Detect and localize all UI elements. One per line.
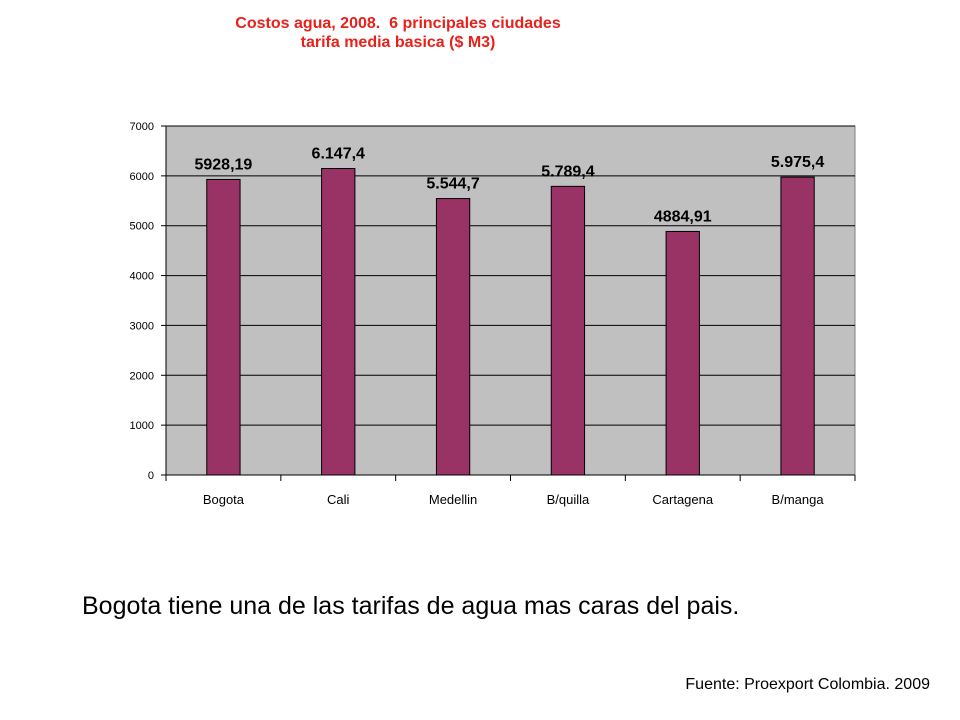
x-tick-label: Medellin (429, 492, 477, 507)
y-tick-label: 1000 (130, 420, 154, 432)
y-tick-label: 3000 (130, 320, 154, 332)
bar-bogota (206, 178, 241, 476)
bar-medellin (435, 198, 471, 476)
x-tick-label: Cartagena (652, 492, 713, 507)
y-tick-label: 5000 (130, 221, 154, 233)
data-label: 5.975,4 (771, 154, 824, 171)
x-tick-label: B/quilla (547, 492, 590, 507)
data-label: 6.147,4 (312, 146, 365, 163)
source-note: Fuente: Proexport Colombia. 2009 (685, 676, 930, 693)
y-tick-label: 0 (148, 470, 154, 482)
x-tick-label: Cali (327, 492, 350, 507)
y-tick-label: 2000 (130, 370, 154, 382)
bar-cali (321, 168, 356, 476)
chart-title-line-2: tarifa media basica ($ M3) (300, 34, 496, 51)
data-label: 5.544,7 (426, 176, 479, 193)
y-tick-label: 6000 (130, 171, 154, 183)
x-tick-label: Bogota (203, 492, 245, 507)
x-tick-label: B/manga (772, 492, 825, 507)
bar-cartagena (665, 230, 700, 476)
y-tick-label: 4000 (130, 271, 154, 283)
data-label: 5.789,4 (541, 163, 594, 180)
data-label: 4884,91 (654, 208, 712, 225)
y-tick-label: 7000 (130, 121, 154, 133)
chart-title-line-1: Costos agua, 2008. 6 principales ciudade… (235, 15, 561, 32)
bar-b-quilla (550, 185, 586, 476)
bar-b-manga (780, 176, 815, 476)
bar-chart: 0 1000 2000 3000 4000 5000 6000 7000 5928,19 Bogo… (130, 121, 856, 507)
plot-area (165, 125, 856, 476)
data-label: 5928,19 (194, 156, 252, 173)
chart-caption: Bogota tiene una de las tarifas de agua … (82, 592, 740, 620)
chart-title: Costos agua, 2008. 6 principales ciudade… (150, 14, 646, 52)
